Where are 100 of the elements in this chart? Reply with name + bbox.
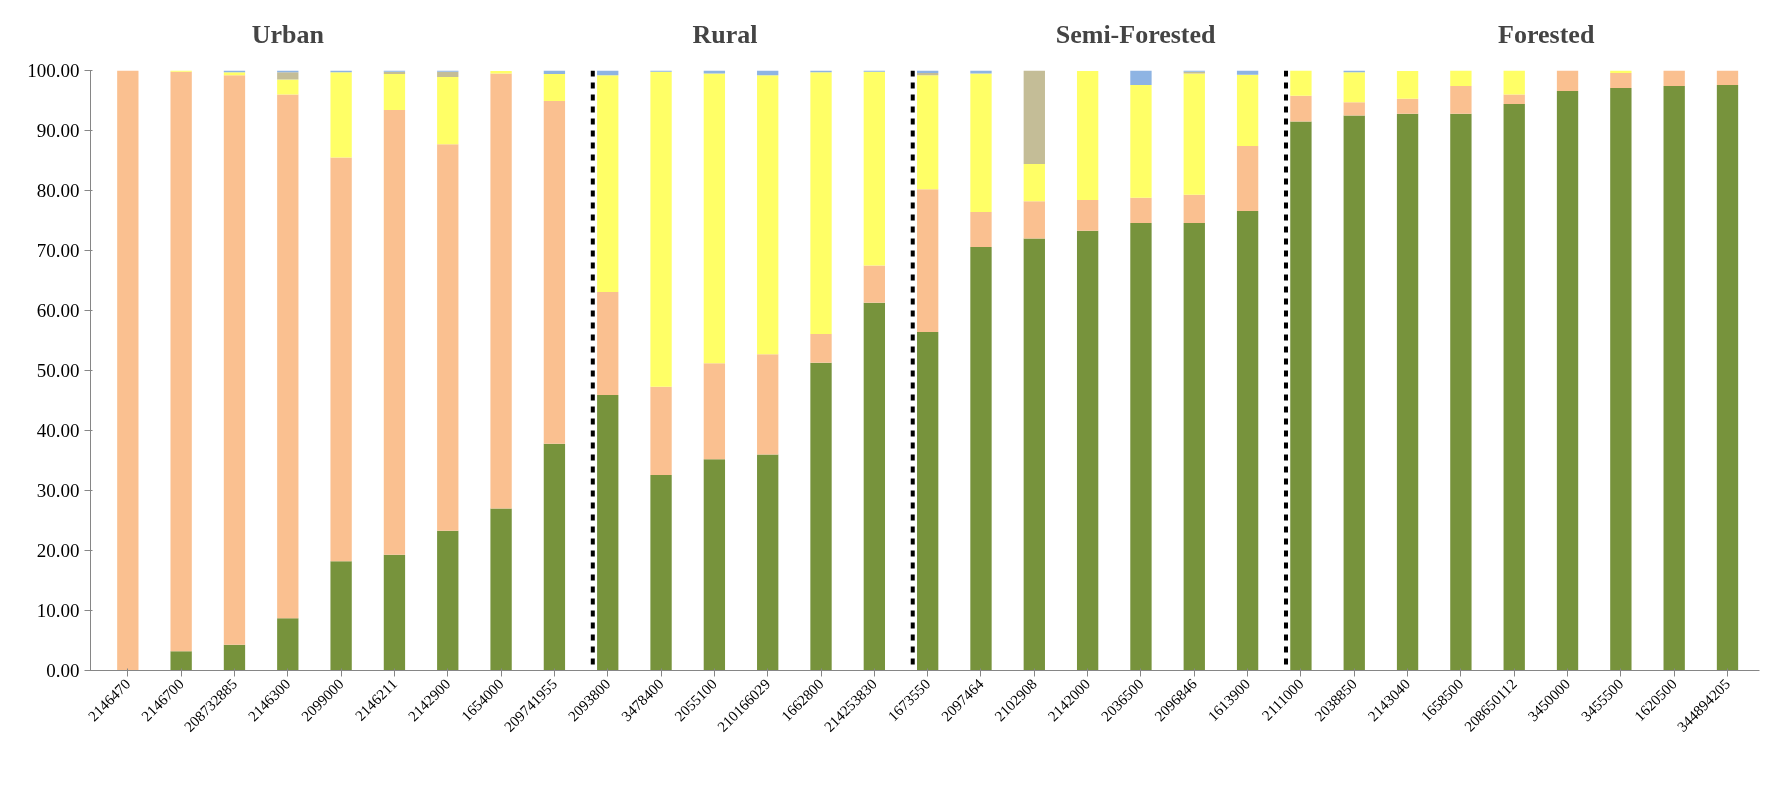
bar [863,265,886,303]
bar [170,71,192,652]
bar [170,651,192,671]
bar [223,75,246,645]
bar [330,72,352,158]
y-tick-label: 60.00 [36,300,80,321]
bar [757,454,779,671]
bar [117,70,139,671]
bar [597,291,619,396]
y-tick-label: 90.00 [36,120,80,141]
bar [810,333,832,363]
bar [810,72,832,334]
bar [1450,70,1472,87]
bar [1183,222,1205,671]
bar [1396,98,1419,114]
bar [1503,104,1525,671]
bar [970,70,992,74]
bar [543,443,566,671]
bar [1556,70,1579,91]
bar [1396,71,1419,99]
y-tick-label: 50.00 [36,360,80,381]
bar [703,73,726,364]
bar [1503,70,1525,95]
bar [1343,115,1365,671]
bar [1663,70,1685,87]
bar [1236,146,1259,211]
bar [970,73,992,213]
bar [1556,90,1579,671]
y-tick-label: 40.00 [36,420,80,441]
bar [490,73,512,509]
y-tick-label: 80.00 [36,180,80,201]
bar [1023,238,1045,671]
bar [757,75,779,355]
bar [1503,94,1525,105]
bar [1130,222,1152,671]
bar [383,110,406,555]
bar [490,71,512,74]
bar [917,189,939,333]
bar [863,302,886,671]
bar [1610,72,1632,88]
bar [437,144,459,531]
bar [330,561,352,671]
text: Semi-Forested [1055,19,1217,49]
bar [383,74,406,111]
bar [543,74,566,102]
bar [1183,194,1205,223]
y-tick-label: 20.00 [36,540,80,561]
bar [810,362,832,671]
bar [1130,70,1152,85]
bar [437,71,459,78]
bar [543,101,566,444]
bar [1236,210,1259,671]
bar [650,71,672,387]
bar [1663,86,1685,671]
bar [1130,84,1152,198]
bar [277,94,299,619]
bar [1716,70,1739,85]
bar [757,354,779,455]
y-tick-label: 100.00 [27,60,80,81]
bar [1450,113,1472,671]
bar [1236,74,1259,147]
bar [1343,72,1365,103]
bar [277,72,299,80]
bar [1076,200,1099,231]
bar [970,212,992,247]
bar [703,70,726,74]
bar [970,246,992,671]
text: Urban [251,19,325,49]
bar [863,71,886,266]
text: Rural [692,19,758,49]
bar [1023,201,1045,239]
bar [650,474,672,671]
bar [1290,70,1312,96]
bar [277,618,299,671]
bar [917,75,939,190]
bar [1450,86,1472,114]
bar [1343,102,1365,116]
bar [437,530,459,671]
bar [1023,70,1045,165]
y-tick-label: 10.00 [36,600,80,621]
bar [1396,113,1419,671]
bar [383,554,406,671]
bar [1076,230,1099,671]
y-tick-label: 70.00 [36,240,80,261]
bar [277,79,299,95]
bar [330,157,352,562]
bar [1236,70,1259,75]
bar [1076,71,1099,201]
bar [1183,73,1205,195]
y-tick-label: 0.00 [46,660,80,681]
bar [650,386,672,475]
y-tick-label: 30.00 [36,480,80,501]
bar [490,508,512,671]
text: Forested [1498,19,1595,49]
bar [1290,95,1312,122]
bar [703,363,726,460]
bar [1130,197,1152,223]
bar [1023,164,1045,202]
bar [703,459,726,671]
bar [223,644,246,671]
